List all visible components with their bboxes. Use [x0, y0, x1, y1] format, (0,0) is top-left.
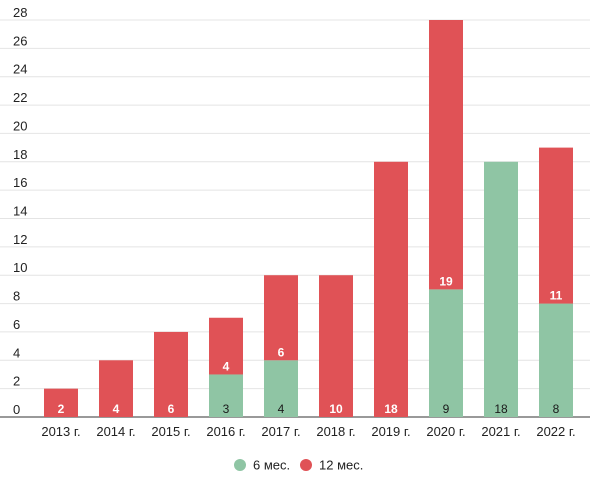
- bar-segment: [429, 289, 463, 417]
- data-label: 4: [278, 402, 285, 416]
- x-tick-label: 2016 г.: [206, 424, 245, 439]
- bar-segment: [209, 374, 243, 417]
- data-label: 9: [443, 402, 450, 416]
- y-tick-label: 20: [13, 118, 27, 133]
- x-tick-label: 2017 г.: [261, 424, 300, 439]
- y-tick-label: 8: [13, 289, 20, 304]
- bar-segment: [374, 161, 408, 417]
- data-label: 19: [439, 274, 453, 288]
- legend: 6 мес. 12 мес.: [234, 458, 363, 473]
- y-tick-label: 28: [13, 5, 27, 20]
- data-label: 4: [223, 359, 230, 373]
- bar-segment: [264, 360, 298, 417]
- y-tick-label: 12: [13, 232, 27, 247]
- x-tick-label: 2022 г.: [536, 424, 575, 439]
- bar-segment: [209, 317, 243, 375]
- data-label: 18: [384, 402, 398, 416]
- data-label: 18: [494, 402, 508, 416]
- bar-segment: [99, 360, 133, 417]
- legend-label: 6 мес.: [253, 458, 290, 473]
- y-tick-label: 4: [13, 345, 20, 360]
- data-label: 6: [168, 402, 175, 416]
- bar-segment: [264, 275, 298, 361]
- bar-segment: [484, 161, 518, 417]
- data-label: 11: [550, 289, 563, 303]
- data-label: 8: [553, 402, 560, 416]
- data-labels: 2 4 6 3 4 4 6 10 18 9 19 18 8 11: [58, 274, 563, 416]
- y-tick-label: 24: [13, 62, 27, 77]
- x-tick-label: 2015 г.: [151, 424, 190, 439]
- x-axis-ticks: 2013 г. 2014 г. 2015 г. 2016 г. 2017 г. 2018 …: [41, 424, 575, 439]
- y-tick-label: 26: [13, 33, 27, 48]
- bar-segment: [539, 303, 573, 417]
- data-label: 10: [329, 402, 343, 416]
- bar-segment: [154, 331, 188, 417]
- bar-segment: [319, 275, 353, 417]
- bar-segment: [44, 388, 78, 417]
- y-tick-label: 18: [13, 147, 27, 162]
- y-tick-label: 10: [13, 260, 27, 275]
- x-tick-label: 2014 г.: [96, 424, 135, 439]
- x-tick-label: 2018 г.: [316, 424, 355, 439]
- bar-segment: [429, 20, 463, 290]
- y-tick-label: 16: [13, 175, 27, 190]
- y-tick-label: 2: [13, 374, 20, 389]
- y-tick-label: 14: [13, 204, 27, 219]
- data-label: 2: [58, 402, 65, 416]
- y-tick-label: 0: [13, 402, 20, 417]
- bars: [44, 20, 573, 417]
- legend-label: 12 мес.: [319, 458, 363, 473]
- legend-swatch: [300, 459, 312, 471]
- bar-segment: [539, 147, 573, 304]
- data-label: 3: [223, 402, 230, 416]
- y-tick-label: 22: [13, 90, 27, 105]
- data-label: 6: [278, 345, 285, 359]
- y-tick-label: 6: [13, 317, 20, 332]
- data-label: 4: [113, 402, 120, 416]
- x-tick-label: 2020 г.: [426, 424, 465, 439]
- x-tick-label: 2013 г.: [41, 424, 80, 439]
- legend-swatch: [234, 459, 246, 471]
- x-tick-label: 2019 г.: [371, 424, 410, 439]
- x-tick-label: 2021 г.: [481, 424, 520, 439]
